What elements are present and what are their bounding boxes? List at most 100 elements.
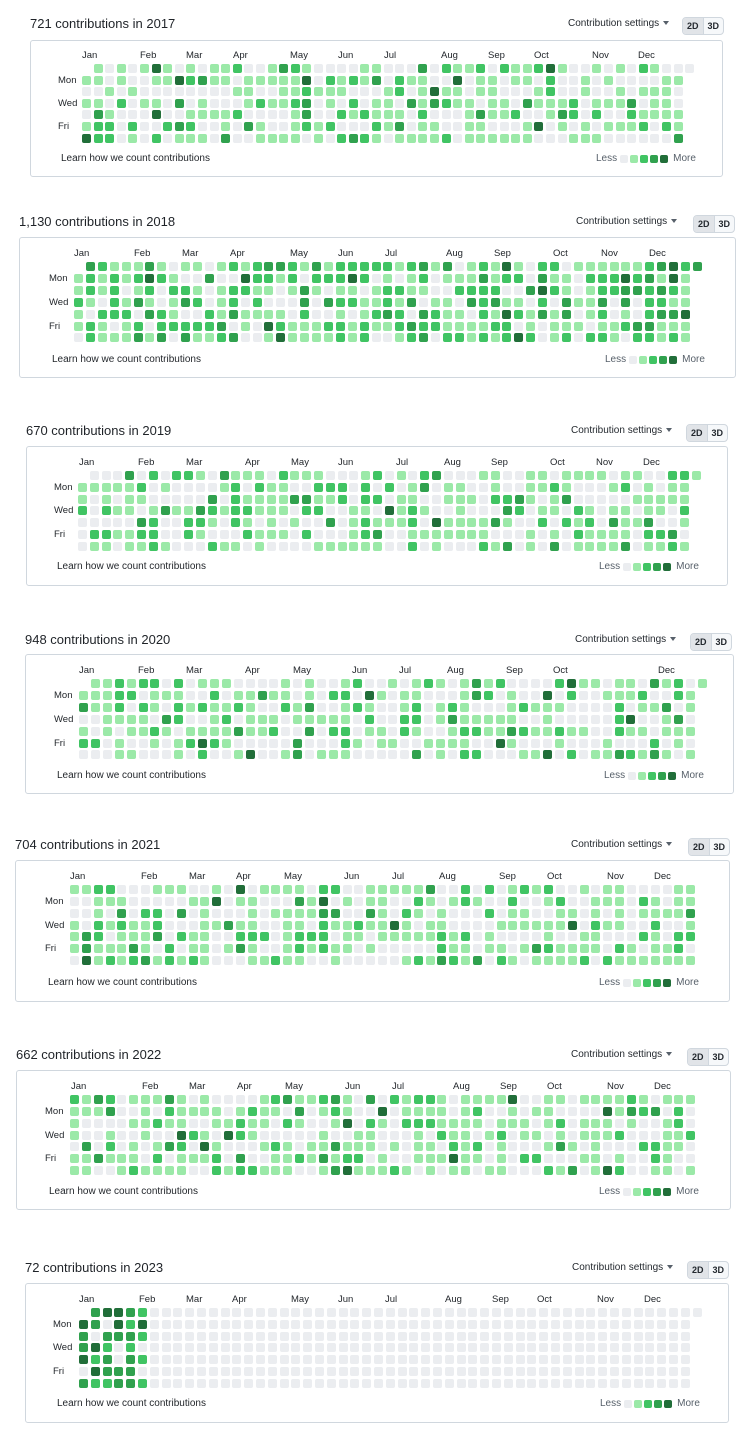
contribution-day[interactable] — [79, 750, 88, 760]
contribution-day[interactable] — [490, 273, 500, 283]
contribution-day[interactable] — [247, 1142, 257, 1152]
contribution-day[interactable] — [200, 1166, 210, 1176]
contribution-day[interactable] — [314, 494, 323, 504]
contribution-day[interactable] — [231, 530, 241, 539]
contribution-day[interactable] — [592, 98, 602, 108]
contribution-day[interactable] — [137, 506, 146, 516]
contribution-day[interactable] — [197, 1331, 206, 1341]
contribution-day[interactable] — [573, 273, 583, 283]
contribution-day[interactable] — [302, 133, 312, 143]
contribution-day[interactable] — [609, 471, 618, 480]
contribution-day[interactable] — [657, 285, 667, 295]
contribution-day[interactable] — [674, 885, 684, 894]
contribution-day[interactable] — [534, 87, 544, 97]
contribution-day[interactable] — [373, 518, 382, 528]
contribution-day[interactable] — [374, 1308, 383, 1317]
contribution-day[interactable] — [419, 333, 429, 343]
contribution-day[interactable] — [360, 64, 370, 73]
contribution-day[interactable] — [522, 87, 532, 97]
contribution-day[interactable] — [467, 494, 477, 504]
contribution-day[interactable] — [325, 133, 335, 143]
contribution-day[interactable] — [395, 133, 405, 143]
contribution-day[interactable] — [371, 262, 381, 271]
contribution-day[interactable] — [638, 110, 648, 120]
contribution-day[interactable] — [437, 908, 447, 918]
contribution-day[interactable] — [90, 1367, 100, 1376]
contribution-day[interactable] — [621, 1308, 631, 1317]
contribution-day[interactable] — [126, 726, 136, 736]
contribution-day[interactable] — [562, 1308, 572, 1317]
contribution-day[interactable] — [354, 1095, 364, 1104]
contribution-day[interactable] — [85, 321, 95, 331]
contribution-day[interactable] — [421, 1343, 431, 1353]
contribution-day[interactable] — [128, 64, 138, 73]
contribution-day[interactable] — [315, 1355, 324, 1365]
contribution-day[interactable] — [302, 122, 312, 131]
contribution-day[interactable] — [383, 273, 393, 283]
view-toggle[interactable]: 2D 3D — [690, 633, 733, 651]
contribution-day[interactable] — [290, 64, 300, 73]
contribution-day[interactable] — [685, 679, 695, 688]
contribution-day[interactable] — [245, 690, 255, 700]
contribution-day[interactable] — [172, 518, 182, 528]
contribution-day[interactable] — [461, 1154, 471, 1164]
contribution-day[interactable] — [342, 1095, 352, 1104]
contribution-day[interactable] — [152, 956, 162, 966]
contribution-day[interactable] — [252, 273, 262, 283]
contribution-day[interactable] — [644, 471, 654, 480]
contribution-day[interactable] — [603, 1130, 613, 1140]
contribution-day[interactable] — [90, 702, 100, 712]
contribution-day[interactable] — [252, 285, 262, 295]
contribution-day[interactable] — [615, 1130, 625, 1140]
contribution-day[interactable] — [538, 541, 548, 551]
contribution-day[interactable] — [604, 75, 613, 85]
contribution-day[interactable] — [149, 1319, 159, 1329]
contribution-day[interactable] — [662, 885, 672, 894]
contribution-day[interactable] — [615, 885, 625, 894]
contribution-day[interactable] — [89, 541, 99, 551]
contribution-day[interactable] — [302, 471, 312, 480]
contribution-day[interactable] — [283, 908, 293, 918]
contribution-day[interactable] — [152, 944, 162, 954]
contribution-day[interactable] — [495, 714, 505, 724]
contribution-day[interactable] — [602, 690, 612, 700]
contribution-day[interactable] — [614, 750, 624, 760]
contribution-day[interactable] — [140, 75, 149, 85]
contribution-day[interactable] — [70, 1095, 79, 1104]
contribution-day[interactable] — [453, 110, 463, 120]
contribution-day[interactable] — [79, 1355, 88, 1365]
contribution-day[interactable] — [578, 690, 588, 700]
contribution-day[interactable] — [364, 690, 374, 700]
contribution-day[interactable] — [126, 1308, 136, 1317]
contribution-day[interactable] — [615, 64, 625, 73]
contribution-day[interactable] — [126, 1355, 136, 1365]
contribution-day[interactable] — [373, 541, 382, 551]
contribution-day[interactable] — [364, 714, 374, 724]
contribution-day[interactable] — [526, 541, 536, 551]
contribution-day[interactable] — [484, 920, 494, 930]
contribution-day[interactable] — [626, 885, 636, 894]
contribution-day[interactable] — [544, 956, 553, 966]
contribution-day[interactable] — [129, 1118, 139, 1128]
contribution-day[interactable] — [550, 506, 559, 516]
contribution-day[interactable] — [424, 750, 434, 760]
contribution-day[interactable] — [650, 896, 660, 906]
contribution-day[interactable] — [79, 738, 88, 748]
contribution-day[interactable] — [522, 133, 532, 143]
contribution-day[interactable] — [388, 690, 398, 700]
contribution-day[interactable] — [531, 679, 541, 688]
contribution-day[interactable] — [364, 726, 374, 736]
contribution-day[interactable] — [188, 1118, 198, 1128]
contribution-day[interactable] — [662, 956, 672, 966]
contribution-day[interactable] — [378, 1118, 388, 1128]
contribution-day[interactable] — [121, 273, 131, 283]
contribution-day[interactable] — [200, 932, 210, 942]
contribution-day[interactable] — [546, 98, 555, 108]
contribution-day[interactable] — [342, 932, 352, 942]
contribution-day[interactable] — [193, 273, 202, 283]
contribution-day[interactable] — [256, 1343, 265, 1353]
contribution-settings-dropdown[interactable]: Contribution settings — [571, 425, 673, 436]
contribution-day[interactable] — [580, 64, 590, 73]
contribution-day[interactable] — [149, 1355, 159, 1365]
contribution-day[interactable] — [526, 530, 536, 539]
